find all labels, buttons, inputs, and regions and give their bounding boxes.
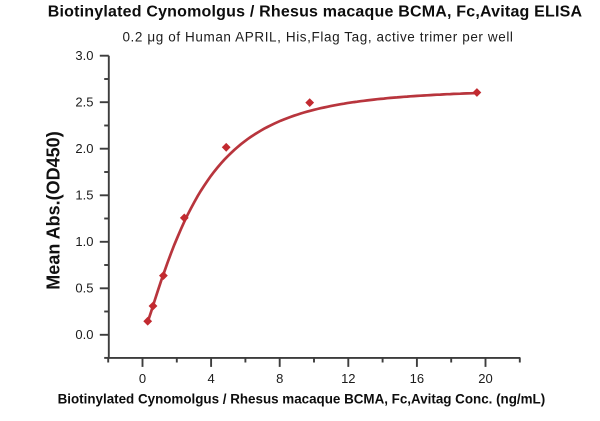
svg-text:0.2 μg of Human APRIL, His,Fla: 0.2 μg of Human APRIL, His,Flag Tag, act… (122, 30, 513, 45)
svg-text:20: 20 (478, 371, 492, 386)
svg-text:3.0: 3.0 (75, 48, 93, 63)
svg-text:0.0: 0.0 (75, 327, 93, 342)
svg-text:1.0: 1.0 (75, 234, 93, 249)
svg-text:1.5: 1.5 (75, 188, 93, 203)
svg-text:16: 16 (410, 371, 424, 386)
svg-text:Mean Abs.(OD450): Mean Abs.(OD450) (44, 131, 64, 289)
svg-text:8: 8 (276, 371, 283, 386)
svg-text:12: 12 (341, 371, 355, 386)
svg-text:0: 0 (139, 371, 146, 386)
svg-text:Biotinylated Cynomolgus / Rhes: Biotinylated Cynomolgus / Rhesus macaque… (58, 391, 546, 406)
svg-text:2.5: 2.5 (75, 95, 93, 110)
svg-text:Biotinylated Cynomolgus / Rhes: Biotinylated Cynomolgus / Rhesus macaque… (48, 4, 583, 21)
svg-text:0.5: 0.5 (75, 281, 93, 296)
svg-text:4: 4 (207, 371, 214, 386)
svg-text:2.0: 2.0 (75, 141, 93, 156)
